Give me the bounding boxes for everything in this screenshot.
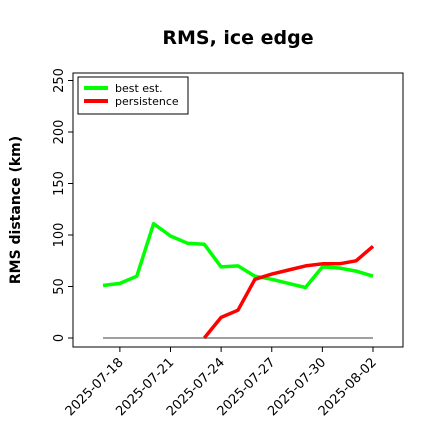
- legend-box: [77, 76, 189, 115]
- chart-title: RMS, ice edge: [162, 27, 313, 49]
- x-axis: 2025-07-182025-07-212025-07-242025-07-27…: [63, 347, 380, 419]
- y-tick-label-100: 100: [52, 223, 67, 248]
- y-axis: 0 50 100 150 200 250: [52, 68, 73, 342]
- series-line-best-est-: [102, 221, 374, 290]
- plot-area-frame: [72, 72, 404, 348]
- y-tick-label-150: 150: [52, 171, 67, 196]
- legend-label-persistence: persistence: [115, 95, 179, 108]
- y-tick-label-0: 0: [52, 334, 67, 342]
- y-tick-label-250: 250: [52, 68, 67, 93]
- legend: best est. persistence: [77, 76, 189, 115]
- y-tick-label-200: 200: [52, 120, 67, 145]
- series-line-persistence: [202, 244, 375, 340]
- y-axis-label: RMS distance (km): [8, 136, 24, 284]
- y-tick-label-50: 50: [52, 278, 67, 295]
- legend-label-best-est: best est.: [115, 82, 163, 95]
- series-layer: [102, 221, 375, 340]
